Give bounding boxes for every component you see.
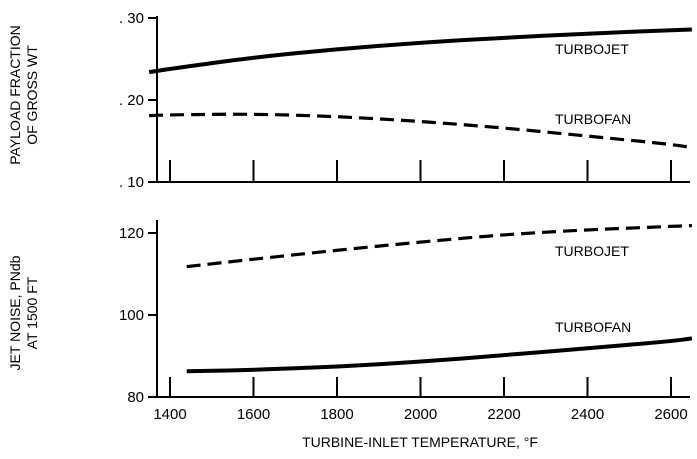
turbofan-series-line [186,336,693,374]
payload-fraction-panel: PAYLOAD FRACTION OF GROSS WT . 10 . 20 . 3… [7,10,694,191]
y-tick-label: 100 [119,307,144,324]
y-tick-label: 120 [119,225,144,242]
x-axis-label: TURBINE-INLET TEMPERATURE, °F [302,434,538,450]
x-tick-label: 1800 [320,406,353,423]
turbojet-series-line [186,224,692,269]
y-tick-label: . 20 [119,92,144,109]
turbojet-series-label: TURBOJET [555,41,629,57]
y-axis-label-line-2: OF GROSS WT [24,45,40,145]
y-tick-label: . 10 [119,174,144,191]
x-tick-label: 1400 [153,406,186,423]
y-tick-label: . 30 [119,10,144,27]
turbofan-series-line [148,27,692,75]
y-axis-label-line-2: AT 1500 FT [24,276,40,349]
x-tick-label: 2000 [404,406,437,423]
x-tick-label: 2600 [654,406,687,423]
x-tick-label: 1600 [237,406,270,423]
y-axis-label-line-1: JET NOISE, PNdb [7,255,23,370]
jet-noise-panel: JET NOISE, PNdb AT 1500 FT TURBINE-INLET… [7,220,693,450]
y-axis-label-line-1: PAYLOAD FRACTION [7,25,23,165]
y-tick-label: 80 [127,389,144,406]
turbojet-series-label: TURBOJET [555,243,629,259]
turbofan-series-label: TURBOFAN [555,111,631,127]
turbofan-series-label: TURBOFAN [555,319,631,335]
x-tick-label: 2200 [487,406,520,423]
x-tick-label: 2400 [571,406,604,423]
